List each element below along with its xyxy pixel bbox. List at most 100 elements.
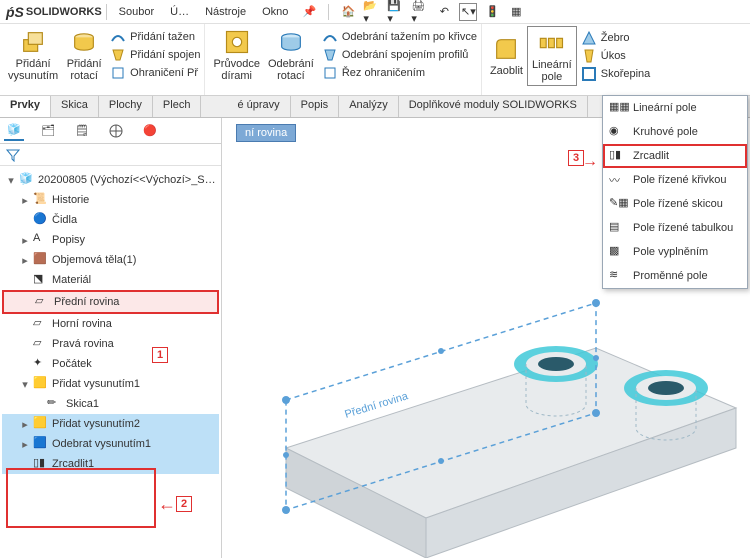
tree-item-p-idat-vysunut-m1[interactable]: ▾🟨Přidat vysunutím1: [2, 374, 219, 394]
dd-item-label: Kruhové pole: [633, 126, 698, 138]
menu-window[interactable]: Okno: [254, 6, 296, 18]
curvepat-icon: 〰: [609, 172, 627, 188]
sketchpat-icon: ✎▦: [609, 196, 627, 212]
tree-item-label: Materiál: [52, 274, 91, 286]
app-logo: ṕS SOLIDWORKS: [6, 4, 102, 20]
feature-tree-panel: 🧊 🗂 🗒 🔴 ▾🧊20200805 (Výchozí<<Výchozí>_S……: [0, 118, 222, 558]
ribbon-group-pattern: Zaoblit Lineární pole Žebro Úkos Skořepi…: [482, 24, 654, 95]
shell-button[interactable]: Skořepina: [581, 65, 651, 83]
extrude-icon: 🟨: [33, 416, 49, 432]
tree-item-label: Objemová těla(1): [52, 254, 136, 266]
open-icon[interactable]: 📂▾: [363, 3, 381, 21]
grid-icon[interactable]: ▦: [507, 3, 525, 21]
menu-tools[interactable]: Nástroje: [197, 6, 254, 18]
dd-item-pole-zen-skicou[interactable]: ✎▦Pole řízené skicou: [603, 192, 747, 216]
hole-wizard-label: Průvodce dírami: [213, 58, 259, 82]
tab-features[interactable]: Prvky: [0, 96, 51, 117]
tree-item-objemov-t-la-1-[interactable]: ▸🟫Objemová těla(1): [2, 250, 219, 270]
fillet-button[interactable]: Zaoblit: [486, 26, 527, 86]
tree-tab-bar: 🧊 🗂 🗒 🔴: [0, 118, 221, 144]
boundary-button[interactable]: Ohraničení Př: [110, 64, 200, 82]
tree-item-label: Počátek: [52, 358, 92, 370]
tree-tab-feature-icon[interactable]: 🧊: [4, 121, 24, 141]
cut-boundary-button[interactable]: Řez ohraničením: [322, 64, 477, 82]
ribbon-group-features-cut: Průvodce dírami Odebrání rotací Odebrání…: [205, 24, 481, 95]
tree-item-skica1[interactable]: ✏Skica1: [2, 394, 219, 414]
revolve-boss-label: Přidání rotací: [67, 58, 102, 82]
caret-icon: ▸: [20, 254, 30, 267]
tab-annotation[interactable]: Popis: [291, 96, 340, 117]
tree-item-label: Čidla: [52, 214, 77, 226]
tree-item-p-idat-vysunut-m2[interactable]: ▸🟨Přidat vysunutím2: [2, 414, 219, 434]
feature-tree: ▾🧊20200805 (Výchozí<<Výchozí>_S… ▸📜Histo…: [0, 166, 221, 478]
revolve-boss-button[interactable]: Přidání rotací: [62, 26, 106, 84]
annot-icon: A: [33, 232, 49, 248]
material-icon: ⬔: [33, 272, 49, 288]
dd-item-label: Pole řízené křivkou: [633, 174, 727, 186]
dd-item-pole-zen-k-ivkou[interactable]: 〰 Pole řízené křivkou: [603, 168, 747, 192]
arrow-2-icon: ←: [158, 494, 176, 515]
tree-tab-property-icon[interactable]: 🗂: [38, 121, 58, 141]
tree-root[interactable]: ▾🧊20200805 (Výchozí<<Výchozí>_S…: [2, 170, 219, 190]
tree-item-popisy[interactable]: ▸APopisy: [2, 230, 219, 250]
sweep-button[interactable]: Přidání tažen: [110, 28, 200, 46]
caret-icon: ▸: [20, 418, 30, 431]
tree-tab-display-icon[interactable]: [106, 121, 126, 141]
dd-item-zrcadlit[interactable]: ▯▮Zrcadlit: [603, 144, 747, 168]
undo-icon[interactable]: ↶: [435, 3, 453, 21]
pointer-icon[interactable]: ↖▾: [459, 3, 477, 21]
dd-item-kruhov-pole[interactable]: ◉Kruhové pole: [603, 120, 747, 144]
extrude-boss-button[interactable]: Přidání vysunutím: [4, 26, 62, 84]
traffic-icon[interactable]: 🚦: [483, 3, 501, 21]
menu-file[interactable]: Soubor: [111, 6, 162, 18]
callout-1: 1: [152, 347, 168, 363]
tab-sheetmetal[interactable]: Plech: [153, 96, 202, 117]
tree-item-materi-l-nen-ur-en-[interactable]: ⬔Materiál: [2, 270, 219, 290]
dd-item-line-rn-pole[interactable]: ▦▦Lineární pole: [603, 96, 747, 120]
dd-item-pole-vypln-n-m[interactable]: ▩Pole vyplněním: [603, 240, 747, 264]
tree-item-label: Přidat vysunutím2: [52, 418, 140, 430]
tree-tab-appearance-icon[interactable]: 🔴: [140, 121, 160, 141]
cut-revolve-button[interactable]: Odebrání rotací: [264, 26, 318, 84]
sensor-icon: 🔵: [33, 212, 49, 228]
brand-text: SOLIDWORKS: [26, 6, 102, 18]
tablepat-icon: ▤: [609, 220, 627, 236]
tree-item-horn-rovina[interactable]: ▱Horní rovina: [2, 314, 219, 334]
tree-tab-config-icon[interactable]: 🗒: [72, 121, 92, 141]
caret-icon: ▸: [20, 438, 30, 451]
cut-loft-button[interactable]: Odebrání spojením profilů: [322, 46, 477, 64]
tab-sketch[interactable]: Skica: [51, 96, 99, 117]
loft-button[interactable]: Přidání spojen: [110, 46, 200, 64]
tree-item-odebrat-vysunut-m1[interactable]: ▸🟦Odebrat vysunutím1: [2, 434, 219, 454]
rib-button[interactable]: Žebro: [581, 29, 651, 47]
menu-edit[interactable]: Ú…: [162, 6, 197, 18]
hole-wizard-button[interactable]: Průvodce dírami: [209, 26, 263, 84]
dd-item-pole-zen-tabulkou[interactable]: ▤Pole řízené tabulkou: [603, 216, 747, 240]
tree-item-zrcadlit1[interactable]: ▯▮Zrcadlit1: [2, 454, 219, 474]
tree-filter[interactable]: [0, 144, 221, 166]
save-icon[interactable]: 💾▾: [387, 3, 405, 21]
pin-icon[interactable]: 📌: [300, 3, 318, 21]
draft-button[interactable]: Úkos: [581, 47, 651, 65]
origin-icon: ✦: [33, 356, 49, 372]
arrow-3-icon: →: [582, 153, 598, 171]
tab-edits[interactable]: é úpravy: [227, 96, 290, 117]
tree-item-historie[interactable]: ▸📜Historie: [2, 190, 219, 210]
tree-item-prav-rovina[interactable]: ▱Pravá rovina: [2, 334, 219, 354]
caret-icon: ▾: [20, 378, 30, 391]
print-icon[interactable]: 🖨▾: [411, 3, 429, 21]
dd-item-prom-nn-pole[interactable]: ≋Proměnné pole: [603, 264, 747, 288]
tree-item-po-tek[interactable]: ✦Počátek: [2, 354, 219, 374]
tab-analysis[interactable]: Analýzy: [339, 96, 399, 117]
tab-addins[interactable]: Doplňkové moduly SOLIDWORKS: [399, 96, 588, 117]
mirror-icon: ▯▮: [609, 148, 627, 164]
linpat-icon: ▦▦: [609, 100, 627, 116]
solid-icon: 🟫: [33, 252, 49, 268]
tab-surfaces[interactable]: Plochy: [99, 96, 153, 117]
tree-item-label: Skica1: [66, 398, 99, 410]
tree-item-p-edn-rovina[interactable]: ▱Přední rovina: [2, 290, 219, 314]
linear-pattern-button[interactable]: Lineární pole: [527, 26, 577, 86]
cut-sweep-button[interactable]: Odebrání tažením po křivce: [322, 28, 477, 46]
tree-item--idla[interactable]: 🔵Čidla: [2, 210, 219, 230]
home-icon[interactable]: 🏠: [339, 3, 357, 21]
